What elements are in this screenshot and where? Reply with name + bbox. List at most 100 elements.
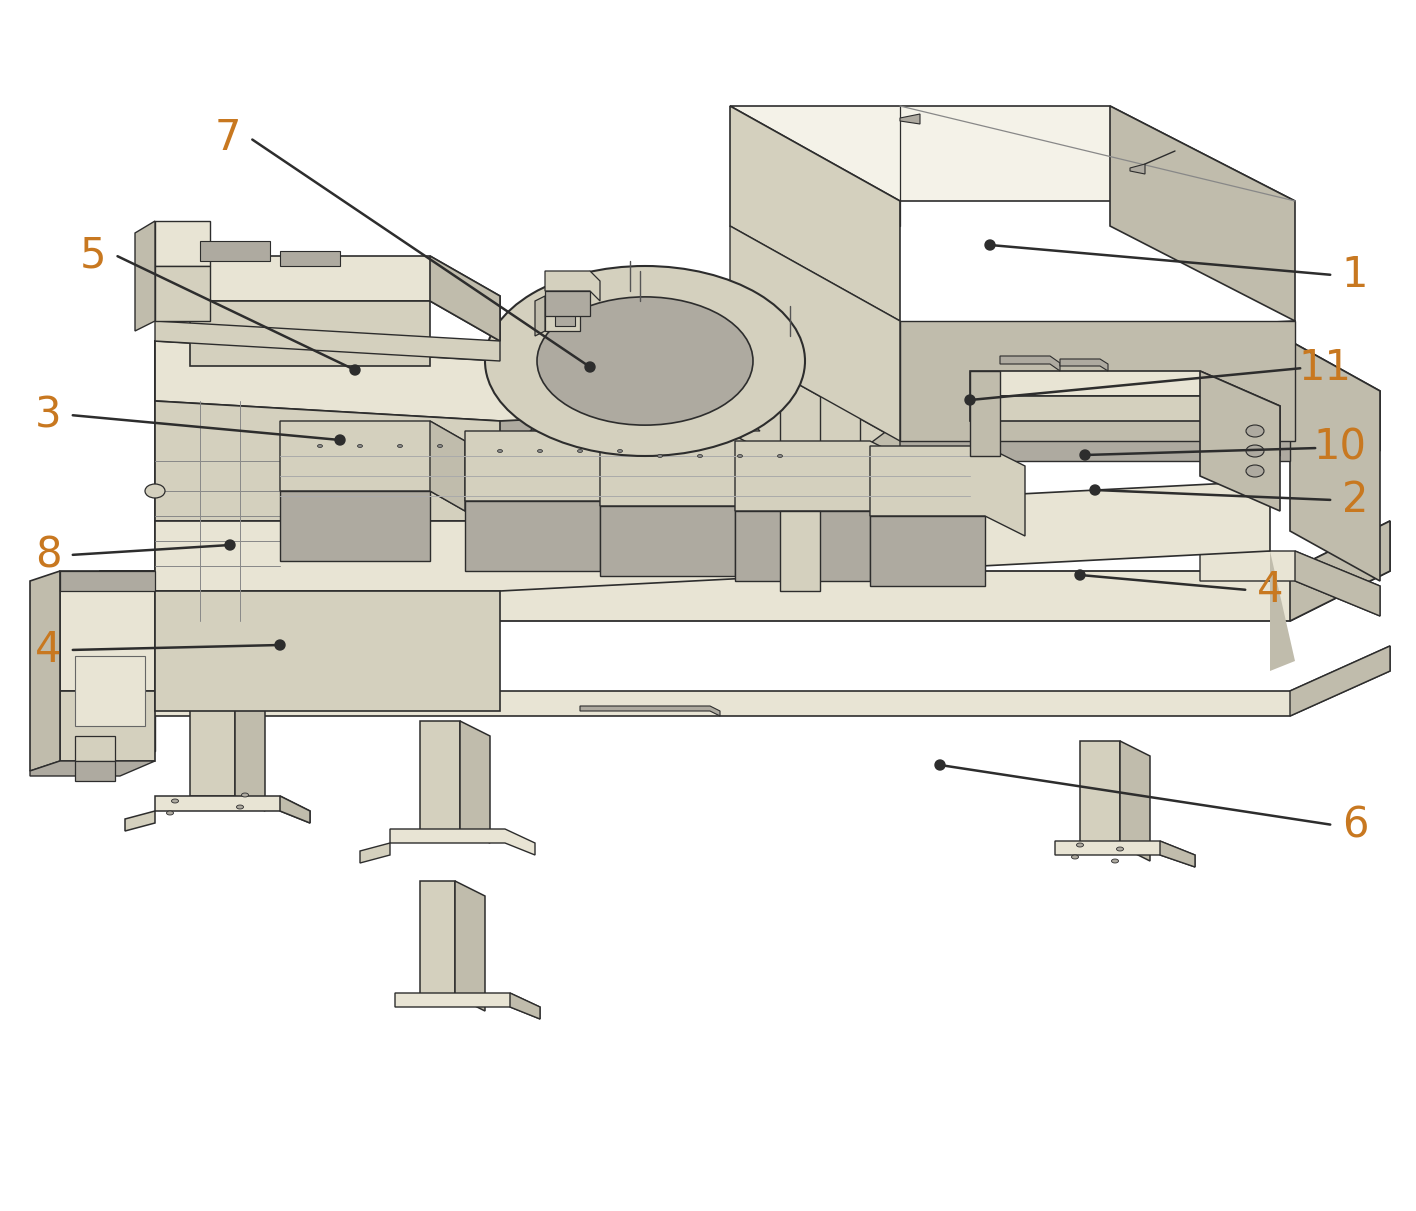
Ellipse shape: [438, 444, 442, 448]
Polygon shape: [555, 311, 575, 326]
Text: 11: 11: [1298, 348, 1351, 389]
Polygon shape: [101, 621, 154, 691]
Text: 4: 4: [35, 629, 61, 671]
Polygon shape: [600, 346, 731, 421]
Polygon shape: [75, 736, 115, 761]
Text: 10: 10: [1314, 427, 1366, 469]
Text: 7: 7: [215, 117, 241, 159]
Polygon shape: [731, 107, 901, 321]
Ellipse shape: [236, 805, 244, 809]
Polygon shape: [101, 645, 1391, 716]
Ellipse shape: [497, 449, 503, 453]
Polygon shape: [280, 796, 310, 823]
Polygon shape: [545, 291, 590, 316]
Polygon shape: [59, 572, 154, 591]
Text: 4: 4: [1257, 569, 1283, 612]
Polygon shape: [190, 302, 430, 366]
Ellipse shape: [1072, 855, 1079, 859]
Polygon shape: [125, 811, 154, 831]
Ellipse shape: [578, 449, 582, 453]
Circle shape: [1075, 570, 1085, 580]
Polygon shape: [530, 421, 760, 431]
Polygon shape: [1061, 358, 1107, 371]
Polygon shape: [1055, 840, 1195, 867]
Polygon shape: [1199, 551, 1381, 616]
Ellipse shape: [1246, 425, 1264, 437]
Polygon shape: [421, 880, 455, 995]
Ellipse shape: [357, 444, 362, 448]
Polygon shape: [75, 761, 115, 781]
Polygon shape: [421, 721, 460, 831]
Polygon shape: [545, 271, 600, 302]
Circle shape: [986, 240, 995, 249]
Polygon shape: [860, 421, 901, 530]
Polygon shape: [154, 481, 1270, 591]
Polygon shape: [1120, 741, 1150, 861]
Polygon shape: [970, 371, 1280, 431]
Polygon shape: [30, 572, 59, 771]
Ellipse shape: [738, 454, 742, 458]
Polygon shape: [600, 506, 735, 576]
Text: 8: 8: [34, 534, 61, 576]
Polygon shape: [901, 114, 920, 124]
Polygon shape: [235, 691, 265, 811]
Circle shape: [275, 639, 285, 650]
Polygon shape: [389, 830, 535, 855]
Polygon shape: [1160, 840, 1195, 867]
Polygon shape: [455, 880, 486, 1011]
Polygon shape: [464, 431, 640, 521]
Polygon shape: [154, 266, 210, 321]
Polygon shape: [395, 993, 539, 1018]
Polygon shape: [1199, 371, 1280, 511]
Circle shape: [350, 365, 360, 375]
Ellipse shape: [171, 799, 178, 803]
Ellipse shape: [537, 297, 753, 425]
Ellipse shape: [486, 266, 806, 457]
Ellipse shape: [698, 454, 702, 458]
Polygon shape: [75, 656, 144, 727]
Polygon shape: [154, 220, 210, 266]
Ellipse shape: [777, 454, 783, 458]
Polygon shape: [680, 346, 901, 501]
Polygon shape: [101, 521, 1391, 621]
Polygon shape: [869, 516, 986, 586]
Polygon shape: [545, 295, 581, 331]
Ellipse shape: [398, 444, 402, 448]
Polygon shape: [1290, 342, 1381, 581]
Ellipse shape: [317, 444, 323, 448]
Polygon shape: [1270, 551, 1296, 671]
Ellipse shape: [144, 484, 166, 498]
Polygon shape: [510, 993, 539, 1018]
Polygon shape: [30, 761, 154, 776]
Polygon shape: [154, 321, 500, 361]
Polygon shape: [464, 501, 600, 572]
Polygon shape: [59, 691, 154, 761]
Polygon shape: [154, 591, 500, 711]
Circle shape: [935, 761, 944, 770]
Polygon shape: [101, 716, 154, 751]
Polygon shape: [820, 391, 860, 501]
Polygon shape: [154, 342, 1381, 450]
Circle shape: [336, 435, 346, 444]
Polygon shape: [59, 591, 154, 641]
Text: 6: 6: [1342, 804, 1368, 846]
Ellipse shape: [1246, 465, 1264, 477]
Polygon shape: [200, 241, 270, 262]
Polygon shape: [731, 107, 1296, 201]
Polygon shape: [154, 621, 280, 652]
Polygon shape: [1290, 645, 1391, 716]
Polygon shape: [1290, 521, 1391, 621]
Polygon shape: [154, 401, 280, 591]
Polygon shape: [154, 321, 1296, 421]
Circle shape: [1090, 484, 1100, 495]
Polygon shape: [1000, 356, 1061, 371]
Ellipse shape: [617, 449, 623, 453]
Polygon shape: [869, 446, 1025, 536]
Ellipse shape: [242, 793, 248, 797]
Polygon shape: [735, 441, 910, 530]
Polygon shape: [535, 295, 545, 335]
Circle shape: [225, 540, 235, 550]
Polygon shape: [280, 490, 430, 561]
Polygon shape: [154, 401, 500, 521]
Polygon shape: [970, 371, 1000, 457]
